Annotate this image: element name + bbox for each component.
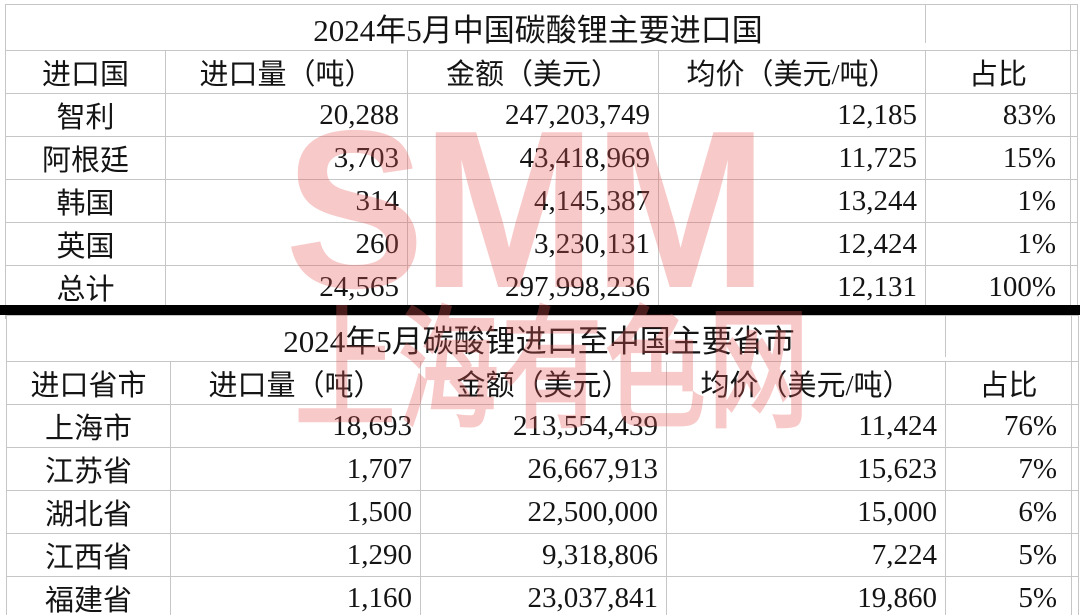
- amount-usd: 23,037,841: [420, 576, 667, 615]
- gridline-segment: [945, 316, 946, 357]
- header-avg-price: 均价（美元/吨）: [666, 361, 946, 405]
- import-volume: 260: [165, 222, 408, 266]
- header-amount-usd: 金额（美元）: [420, 361, 667, 405]
- gridline-segment: [925, 5, 926, 43]
- empty-cell: [1071, 447, 1079, 491]
- amount-usd: 297,998,236: [407, 265, 659, 309]
- amount-usd: 247,203,749: [407, 93, 659, 137]
- header-amount-usd: 金额（美元）: [407, 50, 659, 94]
- share: 5%: [945, 576, 1072, 615]
- table2-header-row: 进口省市 进口量（吨） 金额（美元） 均价（美元/吨） 占比: [6, 361, 1079, 405]
- share: 100%: [925, 265, 1071, 309]
- province-name: 福建省: [6, 576, 171, 615]
- avg-price: 15,000: [666, 490, 946, 534]
- header-share: 占比: [945, 361, 1072, 405]
- table-row-jiangxi: 江西省 1,290 9,318,806 7,224 5%: [6, 533, 1079, 577]
- amount-usd: 43,418,969: [407, 136, 659, 180]
- import-volume: 3,703: [165, 136, 408, 180]
- country-name: 英国: [5, 222, 166, 266]
- avg-price: 12,131: [658, 265, 926, 309]
- empty-cell: [1070, 265, 1078, 309]
- empty-cell: [1071, 533, 1079, 577]
- amount-usd: 4,145,387: [407, 179, 659, 223]
- amount-usd: 213,554,439: [420, 404, 667, 448]
- province-name: 上海市: [6, 404, 171, 448]
- total-label: 总计: [5, 265, 166, 309]
- avg-price: 12,424: [658, 222, 926, 266]
- amount-usd: 26,667,913: [420, 447, 667, 491]
- avg-price: 12,185: [658, 93, 926, 137]
- table2-title-row: 2024年5月碳酸锂进口至中国主要省市: [6, 315, 1079, 362]
- province-name: 江西省: [6, 533, 171, 577]
- amount-usd: 9,318,806: [420, 533, 667, 577]
- share: 76%: [945, 404, 1072, 448]
- header-import-volume: 进口量（吨）: [165, 50, 408, 94]
- share: 5%: [945, 533, 1072, 577]
- empty-cell: [1070, 50, 1078, 94]
- avg-price: 15,623: [666, 447, 946, 491]
- table1-title: 2024年5月中国碳酸锂主要进口国: [5, 4, 1071, 51]
- empty-cell: [1070, 93, 1078, 137]
- header-import-province: 进口省市: [6, 361, 171, 405]
- table-row-fujian: 福建省 1,160 23,037,841 19,860 5%: [6, 576, 1079, 615]
- share: 83%: [925, 93, 1071, 137]
- empty-cell: [1070, 4, 1078, 51]
- empty-cell: [1071, 490, 1079, 534]
- import-volume: 18,693: [170, 404, 421, 448]
- share: 1%: [925, 222, 1071, 266]
- avg-price: 13,244: [658, 179, 926, 223]
- empty-cell: [1070, 136, 1078, 180]
- table-row-shanghai: 上海市 18,693 213,554,439 11,424 76%: [6, 404, 1079, 448]
- header-import-country: 进口国: [5, 50, 166, 94]
- header-share: 占比: [925, 50, 1071, 94]
- header-import-volume: 进口量（吨）: [170, 361, 421, 405]
- table-row-argentina: 阿根廷 3,703 43,418,969 11,725 15%: [5, 136, 1078, 180]
- avg-price: 11,725: [658, 136, 926, 180]
- country-name: 智利: [5, 93, 166, 137]
- country-name: 韩国: [5, 179, 166, 223]
- country-name: 阿根廷: [5, 136, 166, 180]
- empty-cell: [1071, 361, 1079, 405]
- avg-price: 7,224: [666, 533, 946, 577]
- table-row-hubei: 湖北省 1,500 22,500,000 15,000 6%: [6, 490, 1079, 534]
- empty-cell: [1070, 222, 1078, 266]
- province-name: 江苏省: [6, 447, 171, 491]
- import-volume: 1,290: [170, 533, 421, 577]
- header-avg-price: 均价（美元/吨）: [658, 50, 926, 94]
- empty-cell: [1070, 179, 1078, 223]
- table-row-jiangsu: 江苏省 1,707 26,667,913 15,623 7%: [6, 447, 1079, 491]
- table-imports-by-province: 2024年5月碳酸锂进口至中国主要省市 进口省市 进口量（吨） 金额（美元） 均…: [6, 315, 1079, 615]
- import-volume: 1,160: [170, 576, 421, 615]
- table-row-total: 总计 24,565 297,998,236 12,131 100%: [5, 265, 1078, 309]
- import-volume: 1,500: [170, 490, 421, 534]
- table2-title: 2024年5月碳酸锂进口至中国主要省市: [6, 315, 1072, 362]
- empty-cell: [1071, 315, 1079, 362]
- amount-usd: 22,500,000: [420, 490, 667, 534]
- empty-cell: [1071, 404, 1079, 448]
- table-row-chile: 智利 20,288 247,203,749 12,185 83%: [5, 93, 1078, 137]
- table1-header-row: 进口国 进口量（吨） 金额（美元） 均价（美元/吨） 占比: [5, 50, 1078, 94]
- import-volume: 24,565: [165, 265, 408, 309]
- table-imports-by-country: 2024年5月中国碳酸锂主要进口国 进口国 进口量（吨） 金额（美元） 均价（美…: [5, 4, 1078, 319]
- table-row-uk: 英国 260 3,230,131 12,424 1%: [5, 222, 1078, 266]
- table1-title-row: 2024年5月中国碳酸锂主要进口国: [5, 4, 1078, 51]
- share: 1%: [925, 179, 1071, 223]
- table-row-korea: 韩国 314 4,145,387 13,244 1%: [5, 179, 1078, 223]
- share: 6%: [945, 490, 1072, 534]
- amount-usd: 3,230,131: [407, 222, 659, 266]
- import-volume: 20,288: [165, 93, 408, 137]
- avg-price: 11,424: [666, 404, 946, 448]
- share: 15%: [925, 136, 1071, 180]
- share: 7%: [945, 447, 1072, 491]
- import-volume: 314: [165, 179, 408, 223]
- import-volume: 1,707: [170, 447, 421, 491]
- avg-price: 19,860: [666, 576, 946, 615]
- empty-cell: [1071, 576, 1079, 615]
- province-name: 湖北省: [6, 490, 171, 534]
- section-divider: [0, 305, 1080, 315]
